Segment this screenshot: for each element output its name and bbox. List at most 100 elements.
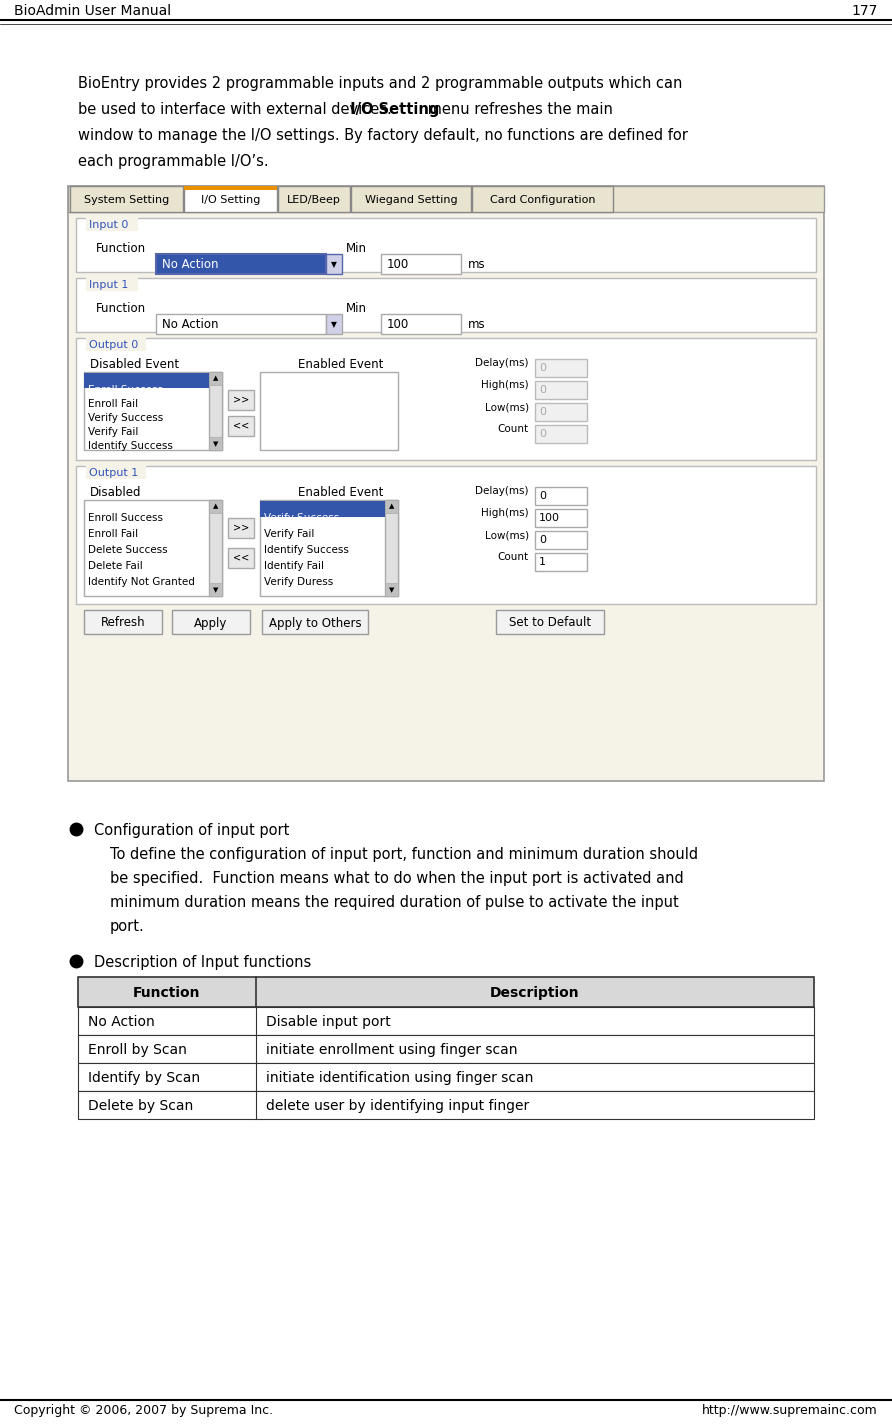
Text: Identify Success: Identify Success xyxy=(88,441,173,451)
Text: High(ms): High(ms) xyxy=(482,508,529,518)
Text: Delay(ms): Delay(ms) xyxy=(475,358,529,368)
Bar xyxy=(381,314,461,334)
Text: Enabled Event: Enabled Event xyxy=(298,486,384,499)
Bar xyxy=(209,436,222,451)
Text: ▼: ▼ xyxy=(213,441,219,446)
Bar xyxy=(496,610,604,635)
Bar xyxy=(209,501,222,596)
Text: Identify by Scan: Identify by Scan xyxy=(88,1071,200,1085)
Bar xyxy=(351,185,471,212)
Text: Input 0: Input 0 xyxy=(89,220,128,230)
Bar xyxy=(535,530,587,549)
Bar xyxy=(76,278,816,332)
Text: each programmable I/O’s.: each programmable I/O’s. xyxy=(78,154,268,170)
Text: BioEntry provides 2 programmable inputs and 2 programmable outputs which can: BioEntry provides 2 programmable inputs … xyxy=(78,76,682,91)
Text: Low(ms): Low(ms) xyxy=(485,402,529,412)
Text: Output 1: Output 1 xyxy=(89,468,138,478)
Bar xyxy=(76,466,816,605)
Text: ▼: ▼ xyxy=(213,588,219,593)
Text: Count: Count xyxy=(498,552,529,562)
Text: >>: >> xyxy=(233,523,249,533)
Text: Min: Min xyxy=(346,242,367,255)
Text: window to manage the I/O settings. By factory default, no functions are defined : window to manage the I/O settings. By fa… xyxy=(78,128,688,143)
Bar xyxy=(78,977,814,1007)
Text: 100: 100 xyxy=(539,513,560,523)
Text: 0: 0 xyxy=(539,385,546,395)
Bar xyxy=(535,488,587,505)
Text: Wiegand Setting: Wiegand Setting xyxy=(365,195,458,205)
Bar xyxy=(535,404,587,421)
Text: be used to interface with external devices.: be used to interface with external devic… xyxy=(78,103,392,117)
Bar xyxy=(326,314,342,334)
Bar xyxy=(86,465,146,479)
Text: Disable input port: Disable input port xyxy=(266,1015,391,1030)
Bar xyxy=(260,372,398,451)
Text: Enroll Success: Enroll Success xyxy=(88,513,163,523)
Bar xyxy=(86,217,138,231)
Bar xyxy=(68,185,824,781)
Text: ▼: ▼ xyxy=(389,588,394,593)
Bar xyxy=(68,185,824,212)
Text: Verify Fail: Verify Fail xyxy=(264,529,314,539)
Text: Card Configuration: Card Configuration xyxy=(490,195,595,205)
Text: No Action: No Action xyxy=(162,258,219,271)
Text: 1: 1 xyxy=(539,558,546,568)
Bar xyxy=(185,185,277,212)
Bar xyxy=(262,610,368,635)
Text: Enabled Event: Enabled Event xyxy=(298,358,384,371)
Text: ▼: ▼ xyxy=(331,321,337,329)
Text: ▼: ▼ xyxy=(331,261,337,270)
Bar xyxy=(385,501,398,513)
Text: Set to Default: Set to Default xyxy=(509,616,591,629)
Text: 100: 100 xyxy=(387,258,409,271)
Text: Description: Description xyxy=(491,985,580,1000)
Bar xyxy=(78,1035,814,1062)
Text: ms: ms xyxy=(468,258,485,271)
Text: BioAdmin User Manual: BioAdmin User Manual xyxy=(14,4,171,19)
Text: Apply to Others: Apply to Others xyxy=(268,616,361,629)
Text: Function: Function xyxy=(133,985,201,1000)
Text: 0: 0 xyxy=(539,535,546,545)
Text: I/O Setting: I/O Setting xyxy=(201,195,260,205)
Text: initiate enrollment using finger scan: initiate enrollment using finger scan xyxy=(266,1042,517,1057)
Bar xyxy=(381,254,461,274)
Bar xyxy=(156,314,326,334)
Text: port.: port. xyxy=(110,918,145,934)
Bar xyxy=(535,509,587,528)
Bar xyxy=(76,218,816,272)
Bar xyxy=(84,501,222,596)
Bar xyxy=(84,374,209,388)
Bar xyxy=(228,548,254,568)
Bar xyxy=(156,254,326,274)
Text: To define the configuration of input port, function and minimum duration should: To define the configuration of input por… xyxy=(110,847,698,861)
Bar xyxy=(535,425,587,443)
Text: Verify Success: Verify Success xyxy=(264,513,339,523)
Text: ms: ms xyxy=(468,318,485,331)
Bar xyxy=(385,583,398,596)
Text: http://www.supremainc.com: http://www.supremainc.com xyxy=(702,1405,878,1417)
Text: Delete Success: Delete Success xyxy=(88,545,168,555)
Bar xyxy=(84,372,222,451)
Text: LED/Beep: LED/Beep xyxy=(287,195,341,205)
Text: Output 0: Output 0 xyxy=(89,339,138,349)
Bar xyxy=(535,359,587,376)
Text: Input 1: Input 1 xyxy=(89,279,128,289)
Text: 0: 0 xyxy=(539,364,546,374)
Bar xyxy=(228,416,254,436)
Text: Enroll by Scan: Enroll by Scan xyxy=(88,1042,187,1057)
Text: 0: 0 xyxy=(539,406,546,416)
Text: initiate identification using finger scan: initiate identification using finger sca… xyxy=(266,1071,533,1085)
Bar xyxy=(473,185,613,212)
Bar xyxy=(209,372,222,451)
Text: Configuration of input port: Configuration of input port xyxy=(94,823,289,838)
Text: Disabled: Disabled xyxy=(90,486,142,499)
Bar xyxy=(535,553,587,570)
Text: System Setting: System Setting xyxy=(84,195,169,205)
Text: Function: Function xyxy=(96,242,146,255)
Bar xyxy=(86,337,146,351)
Bar xyxy=(78,1062,814,1091)
Bar xyxy=(78,1091,814,1119)
Text: Verify Fail: Verify Fail xyxy=(88,426,138,436)
Text: Identify Success: Identify Success xyxy=(264,545,349,555)
Bar xyxy=(260,501,385,518)
